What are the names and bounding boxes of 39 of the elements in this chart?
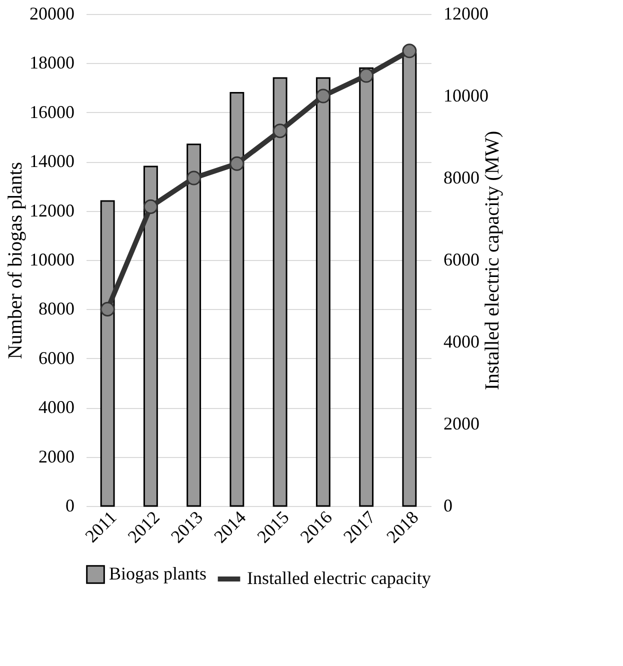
bar bbox=[100, 200, 115, 507]
point bbox=[316, 88, 330, 104]
point bbox=[230, 156, 244, 171]
point bbox=[100, 302, 115, 316]
point bbox=[143, 199, 158, 214]
legend-label: Installed electric capacity bbox=[247, 568, 431, 588]
bar bbox=[402, 52, 417, 507]
y-tick-label: 8000 bbox=[38, 298, 74, 319]
point bbox=[272, 124, 288, 138]
y2-tick-label: 10000 bbox=[444, 86, 488, 106]
y-tick-label: 12000 bbox=[30, 200, 74, 220]
y-tick-label: 16000 bbox=[30, 102, 74, 122]
bar bbox=[186, 144, 202, 507]
y2-tick-label: 4000 bbox=[444, 332, 480, 352]
y-tick-label: 20000 bbox=[30, 4, 74, 24]
y-tick-label: 6000 bbox=[38, 348, 74, 368]
point bbox=[186, 170, 202, 186]
bar bbox=[143, 166, 158, 507]
point bbox=[359, 68, 374, 83]
y2-tick-label: 0 bbox=[444, 496, 452, 516]
y2-tick-label: 6000 bbox=[444, 250, 480, 270]
y-tick-label: 2000 bbox=[38, 446, 74, 466]
point bbox=[402, 44, 417, 58]
y2-tick-label: 8000 bbox=[444, 168, 480, 188]
legend-label: Biogas plants bbox=[109, 564, 206, 584]
x-tick-label: 2011 bbox=[81, 507, 120, 546]
y-tick-label: 0 bbox=[66, 496, 74, 516]
bar bbox=[316, 77, 330, 507]
y-tick-label: 18000 bbox=[30, 52, 74, 73]
bar bbox=[359, 67, 374, 507]
y-tick-label: 14000 bbox=[30, 151, 74, 172]
y2-tick-label: 12000 bbox=[444, 4, 488, 24]
y-axis-title: Number of biogas plants bbox=[4, 162, 26, 360]
bar bbox=[230, 92, 244, 507]
y2-axis-title: Installed electric capacity (MW) bbox=[482, 130, 504, 390]
y2-tick-label: 2000 bbox=[444, 414, 480, 434]
bar bbox=[272, 77, 288, 507]
y-tick-label: 10000 bbox=[30, 250, 74, 270]
y-tick-label: 4000 bbox=[38, 397, 74, 418]
